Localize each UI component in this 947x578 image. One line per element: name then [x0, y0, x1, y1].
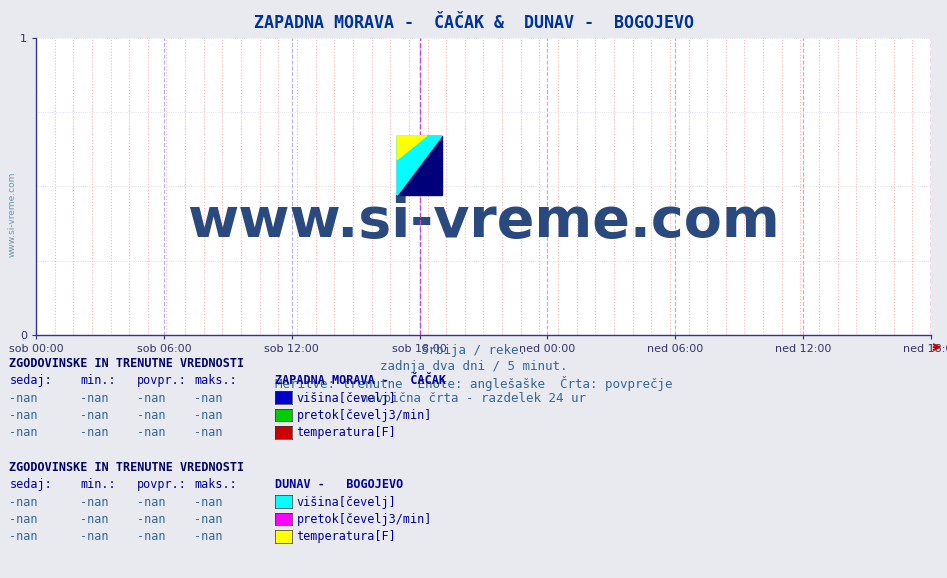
Text: -nan: -nan: [9, 513, 38, 526]
Text: povpr.:: povpr.:: [137, 375, 188, 387]
Text: ZAPADNA MORAVA -   ČAČAK: ZAPADNA MORAVA - ČAČAK: [275, 375, 446, 387]
Text: temperatura[F]: temperatura[F]: [296, 531, 396, 543]
Text: -nan: -nan: [80, 496, 109, 509]
Text: -nan: -nan: [194, 409, 223, 422]
Text: www.si-vreme.com: www.si-vreme.com: [188, 195, 779, 249]
Text: ZGODOVINSKE IN TRENUTNE VREDNOSTI: ZGODOVINSKE IN TRENUTNE VREDNOSTI: [9, 357, 244, 370]
Text: sedaj:: sedaj:: [9, 479, 52, 491]
Text: povpr.:: povpr.:: [137, 479, 188, 491]
Text: temperatura[F]: temperatura[F]: [296, 427, 396, 439]
Text: višina[čevelj]: višina[čevelj]: [296, 392, 396, 405]
Text: DUNAV -   BOGOJEVO: DUNAV - BOGOJEVO: [275, 479, 402, 491]
Text: pretok[čevelj3/min]: pretok[čevelj3/min]: [296, 409, 432, 422]
Text: -nan: -nan: [137, 531, 166, 543]
Text: maks.:: maks.:: [194, 375, 237, 387]
Text: ZGODOVINSKE IN TRENUTNE VREDNOSTI: ZGODOVINSKE IN TRENUTNE VREDNOSTI: [9, 461, 244, 474]
Text: navpična črta - razdelek 24 ur: navpična črta - razdelek 24 ur: [361, 392, 586, 405]
Text: -nan: -nan: [80, 427, 109, 439]
Text: -nan: -nan: [9, 496, 38, 509]
Polygon shape: [397, 136, 427, 160]
Text: -nan: -nan: [194, 392, 223, 405]
Bar: [397, 136, 442, 195]
Text: -nan: -nan: [80, 531, 109, 543]
Text: -nan: -nan: [194, 513, 223, 526]
Text: Srbija / reke.: Srbija / reke.: [421, 344, 526, 357]
Text: maks.:: maks.:: [194, 479, 237, 491]
Text: -nan: -nan: [80, 392, 109, 405]
Text: Meritve: trenutne  Enote: anglešaške  Črta: povprečje: Meritve: trenutne Enote: anglešaške Črta…: [275, 376, 672, 391]
Text: -nan: -nan: [80, 409, 109, 422]
Text: www.si-vreme.com: www.si-vreme.com: [8, 171, 17, 257]
Text: -nan: -nan: [137, 392, 166, 405]
Text: min.:: min.:: [80, 375, 116, 387]
Text: pretok[čevelj3/min]: pretok[čevelj3/min]: [296, 513, 432, 526]
Text: -nan: -nan: [194, 427, 223, 439]
Text: -nan: -nan: [194, 496, 223, 509]
Text: višina[čevelj]: višina[čevelj]: [296, 496, 396, 509]
Text: zadnja dva dni / 5 minut.: zadnja dva dni / 5 minut.: [380, 360, 567, 373]
Text: -nan: -nan: [137, 513, 166, 526]
Text: min.:: min.:: [80, 479, 116, 491]
Text: -nan: -nan: [9, 409, 38, 422]
Text: -nan: -nan: [194, 531, 223, 543]
Polygon shape: [397, 136, 442, 195]
Text: -nan: -nan: [9, 427, 38, 439]
Text: -nan: -nan: [137, 496, 166, 509]
Text: sedaj:: sedaj:: [9, 375, 52, 387]
Text: -nan: -nan: [137, 427, 166, 439]
Text: ZAPADNA MORAVA -  ČAČAK &  DUNAV -  BOGOJEVO: ZAPADNA MORAVA - ČAČAK & DUNAV - BOGOJEV…: [254, 14, 693, 32]
Text: -nan: -nan: [9, 392, 38, 405]
Text: -nan: -nan: [9, 531, 38, 543]
Text: -nan: -nan: [137, 409, 166, 422]
Text: -nan: -nan: [80, 513, 109, 526]
